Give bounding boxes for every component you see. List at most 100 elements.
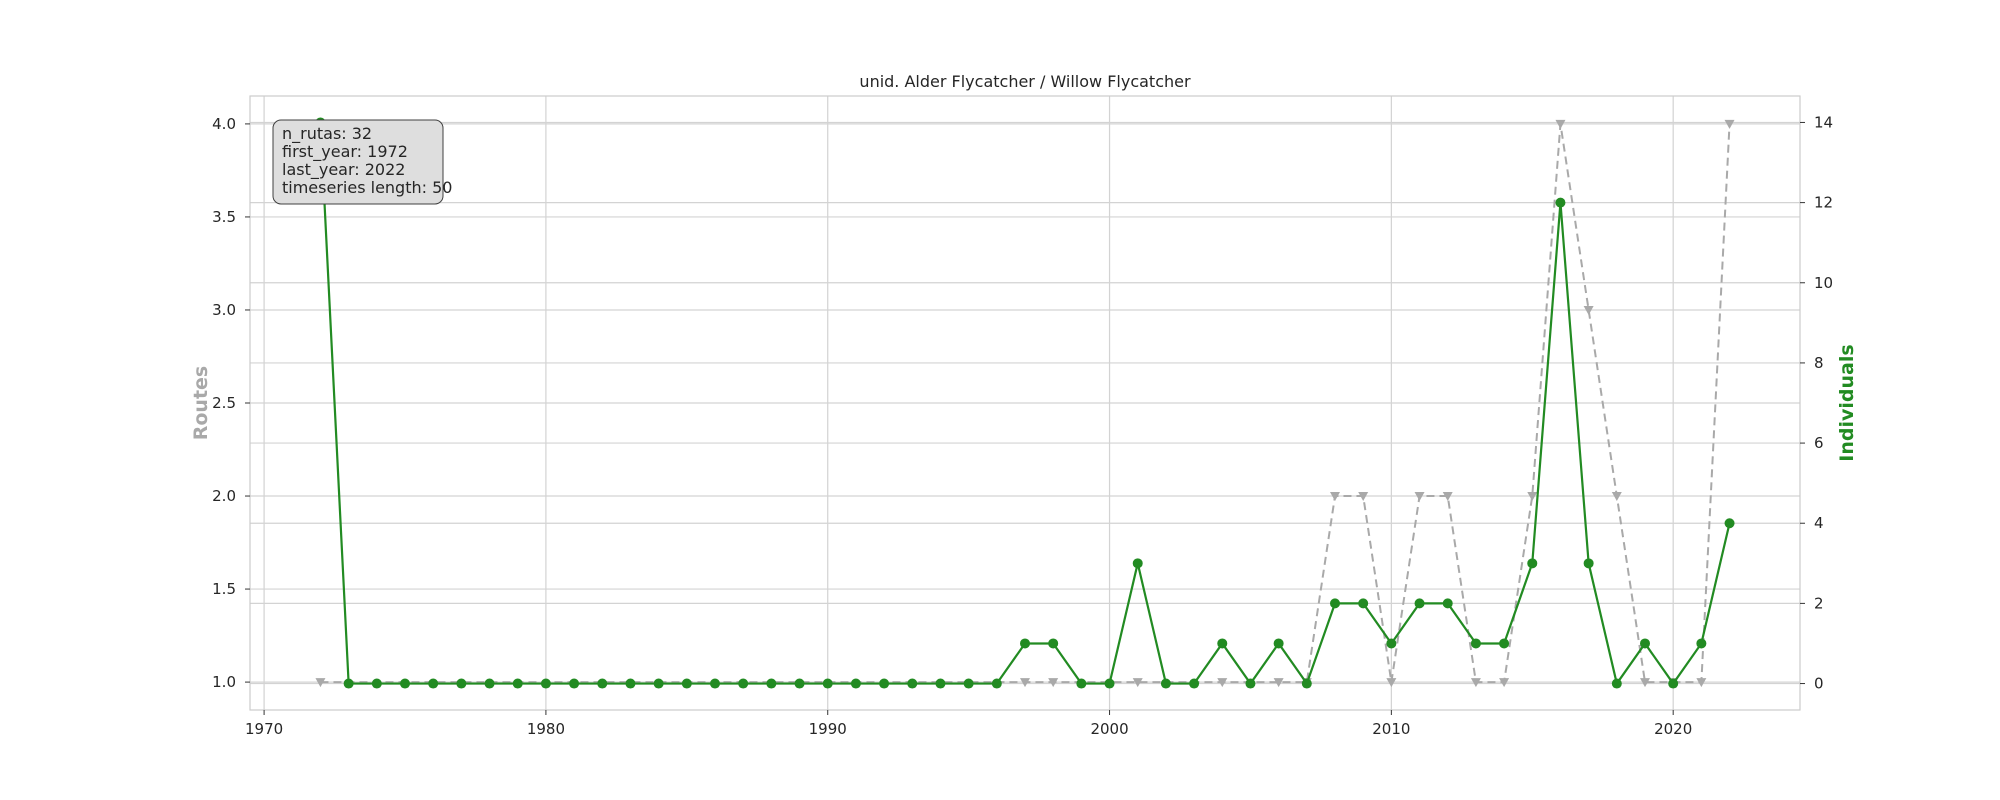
individuals-point (1442, 598, 1453, 609)
individuals-point (907, 678, 918, 689)
routes-point (1555, 119, 1566, 129)
y-left-tick-label: 4.0 (212, 115, 236, 133)
individuals-point (653, 678, 664, 689)
info-last-year: last_year: 2022 (282, 160, 405, 180)
individuals-point (1386, 638, 1397, 649)
individuals-point (991, 678, 1002, 689)
individuals-point (935, 678, 946, 689)
individuals-point (1189, 678, 1200, 689)
info-timeseries-length: timeseries length: 50 (282, 178, 452, 197)
individuals-point (794, 678, 805, 689)
individuals-point (1104, 678, 1115, 689)
y-right-tick-label: 14 (1814, 113, 1833, 131)
y-left-tick-label: 1.0 (212, 673, 236, 691)
routes-point (1583, 305, 1594, 315)
y-left-tick-label: 1.5 (212, 580, 236, 598)
individuals-point (597, 678, 608, 689)
info-box-background (272, 119, 444, 205)
individuals-point (1640, 638, 1650, 649)
info-box: n_rutas: 32 first_year: 1972 last_year: … (272, 119, 452, 205)
y-right-tick-label: 2 (1814, 594, 1824, 612)
routes-point (1499, 678, 1510, 688)
grid-lines (250, 96, 1800, 710)
routes-point (1273, 678, 1284, 688)
individuals-point (1217, 638, 1228, 649)
individuals-point (484, 678, 495, 689)
individuals-point (1330, 598, 1340, 609)
individuals-point (371, 678, 382, 689)
individuals-point (1358, 598, 1369, 609)
x-tick-label: 2010 (1372, 720, 1410, 738)
routes-point (1358, 492, 1369, 502)
y-right-tick-label: 12 (1814, 194, 1833, 212)
routes-point (1217, 678, 1228, 688)
individuals-point (1160, 678, 1171, 689)
y-left-tick-label: 2.0 (212, 487, 236, 505)
individuals-point (1696, 638, 1707, 649)
y-right-tick-label: 4 (1814, 514, 1824, 532)
individuals-point (540, 678, 551, 689)
routes-point (1414, 492, 1425, 502)
individuals-point (512, 678, 523, 689)
routes-point (1330, 492, 1340, 502)
series (315, 117, 1735, 689)
y-axis-label-right: Individuals (1836, 344, 1858, 461)
individuals-point (1499, 638, 1510, 649)
individuals-point (822, 678, 833, 689)
individuals-point (1470, 638, 1481, 649)
routes-point (1527, 492, 1538, 502)
info-first-year: first_year: 1972 (282, 142, 408, 162)
individuals-point (1076, 678, 1087, 689)
individuals-point (850, 678, 861, 689)
info-n-rutas: n_rutas: 32 (282, 124, 372, 144)
routes-point (1020, 678, 1030, 688)
routes-point (1470, 678, 1481, 688)
x-tick-label: 1970 (245, 720, 283, 738)
individuals-point (1048, 638, 1059, 649)
individuals-point (710, 678, 720, 689)
individuals-point (569, 678, 580, 689)
individuals-point (766, 678, 777, 689)
individuals-point (1273, 638, 1284, 649)
x-tick-label: 1990 (809, 720, 847, 738)
y-left-tick-label: 3.0 (212, 301, 236, 319)
routes-point (1386, 678, 1397, 688)
individuals-point (1583, 558, 1594, 569)
chart-title: unid. Alder Flycatcher / Willow Flycatch… (859, 72, 1191, 91)
x-tick-label: 2000 (1090, 720, 1128, 738)
individuals-point (738, 678, 749, 689)
y-left-tick-label: 3.5 (212, 208, 236, 226)
routes-point (1724, 119, 1735, 129)
y-right-tick-label: 10 (1814, 274, 1833, 292)
routes-point (1696, 678, 1707, 688)
series-line-routes (320, 123, 1731, 684)
individuals-point (1245, 678, 1256, 689)
individuals-point (1414, 598, 1425, 609)
y-left-tick-label: 2.5 (212, 394, 236, 412)
x-tick-label: 2020 (1654, 720, 1692, 738)
axis-ticks: 1970 1980 1990 2000 2010 20201.01.52.02.53.03… (212, 113, 1833, 738)
individuals-point (1555, 197, 1566, 208)
y-right-tick-label: 8 (1814, 354, 1824, 372)
individuals-point (428, 678, 439, 689)
routes-point (1611, 492, 1622, 502)
individuals-point (879, 678, 890, 689)
individuals-point (963, 678, 974, 689)
individuals-point (1132, 558, 1143, 569)
individuals-point (400, 678, 410, 689)
individuals-point (681, 678, 692, 689)
individuals-point (456, 678, 467, 689)
individuals-point (1527, 558, 1538, 569)
x-tick-label: 1980 (527, 720, 565, 738)
series-individuals (315, 117, 1735, 689)
routes-point (1048, 678, 1059, 688)
routes-point (1442, 492, 1453, 502)
individuals-point (1668, 678, 1679, 689)
routes-point (1132, 678, 1143, 688)
individuals-point (1020, 638, 1030, 649)
individuals-point (1724, 518, 1735, 529)
y-right-tick-label: 0 (1814, 675, 1824, 693)
routes-point (1640, 678, 1650, 688)
individuals-point (343, 678, 354, 689)
